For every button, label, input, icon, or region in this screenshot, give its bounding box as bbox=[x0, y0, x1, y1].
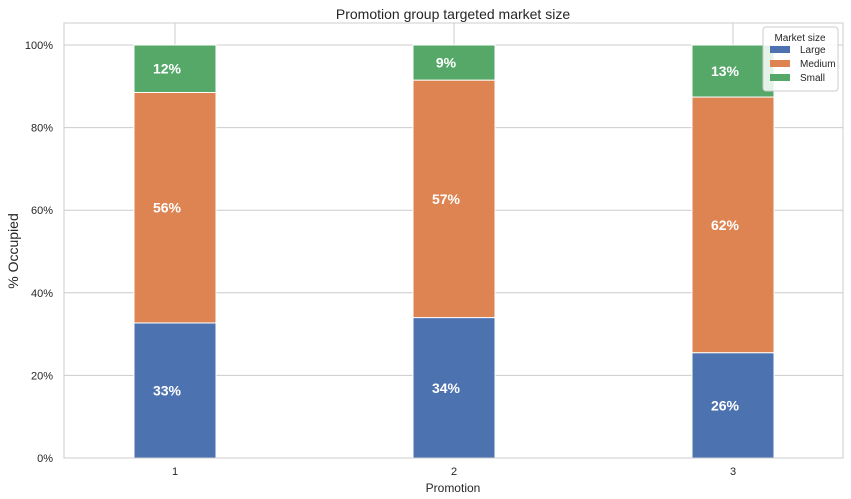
data-label: 13% bbox=[711, 63, 740, 79]
labels-layer: 33% 56% 12% 34% 57% 9% 26% 62% 13% bbox=[153, 55, 740, 414]
data-label: 56% bbox=[153, 200, 182, 216]
y-tick-label: 40% bbox=[31, 288, 53, 300]
x-tick-label: 2 bbox=[451, 466, 457, 478]
bar-segment-small bbox=[133, 44, 217, 93]
y-tick-label: 0% bbox=[37, 453, 53, 465]
x-tick-label: 3 bbox=[730, 466, 736, 478]
data-label: 9% bbox=[436, 55, 457, 71]
legend-swatch bbox=[770, 60, 790, 67]
legend-entry-label: Medium bbox=[800, 59, 836, 70]
legend-swatch bbox=[770, 74, 790, 81]
data-label: 34% bbox=[432, 380, 461, 396]
bar-segment-medium bbox=[412, 79, 496, 319]
data-label: 26% bbox=[711, 397, 740, 413]
data-label: 57% bbox=[432, 191, 461, 207]
bar-segment-medium bbox=[691, 96, 775, 354]
ticks-layer: 0% 20% 40% 60% 80% 100% 1 2 3 bbox=[25, 40, 736, 478]
chart-title: Promotion group targeted market size bbox=[336, 6, 570, 22]
bar-segment-small bbox=[412, 44, 496, 81]
legend-title: Market size bbox=[774, 33, 826, 44]
plot-frame bbox=[63, 22, 844, 459]
y-axis-title: % Occupied bbox=[5, 213, 21, 288]
legend-entry-label: Large bbox=[800, 45, 826, 56]
x-tick-label: 1 bbox=[172, 466, 178, 478]
y-tick-label: 100% bbox=[25, 40, 53, 52]
data-label: 62% bbox=[711, 217, 740, 233]
legend-entry-label: Small bbox=[800, 73, 825, 84]
x-axis-title: Promotion bbox=[426, 481, 481, 495]
y-tick-label: 20% bbox=[31, 370, 53, 382]
bar-segment-medium bbox=[133, 91, 217, 324]
data-label: 33% bbox=[153, 382, 182, 398]
bars-layer bbox=[133, 44, 775, 459]
bar-segment-small bbox=[691, 44, 775, 98]
y-tick-label: 60% bbox=[31, 205, 53, 217]
data-label: 12% bbox=[153, 61, 182, 77]
y-tick-label: 80% bbox=[31, 123, 53, 135]
legend-swatch bbox=[770, 46, 790, 53]
legend: Market size Large Medium Small bbox=[762, 26, 839, 92]
bar-segment-large bbox=[133, 322, 217, 459]
